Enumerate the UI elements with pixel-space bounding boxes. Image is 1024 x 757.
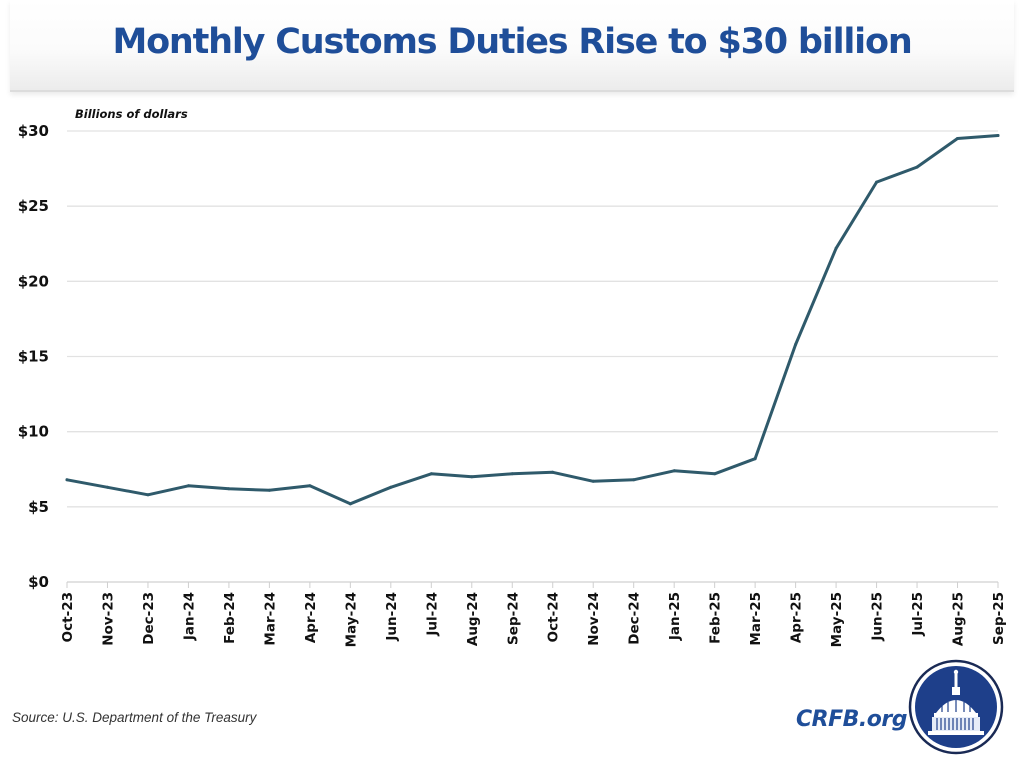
- y-tick-label: $15: [18, 348, 49, 366]
- data-point: [834, 246, 838, 250]
- x-tick-label: Dec-24: [627, 592, 643, 645]
- x-axis: [66, 581, 999, 588]
- data-point: [65, 478, 69, 482]
- data-point: [632, 478, 636, 482]
- x-tick-label: Mar-25: [748, 592, 764, 646]
- series-layer: [65, 134, 1000, 506]
- data-point: [308, 484, 312, 488]
- data-point: [713, 472, 717, 476]
- x-tick-label: Aug-24: [465, 592, 481, 646]
- x-tick-label: Oct-23: [60, 592, 76, 642]
- x-tick-label: May-25: [829, 592, 845, 647]
- data-point: [146, 493, 150, 497]
- y-tick-label: $25: [18, 197, 49, 215]
- data-point: [753, 457, 757, 461]
- x-tick-label: Apr-25: [789, 592, 805, 643]
- data-point: [794, 342, 798, 346]
- x-tick-label: Nov-23: [100, 592, 116, 646]
- data-point: [510, 472, 514, 476]
- x-axis-labels: Oct-23 Nov-23 Dec-23 Jan-24 Feb-24 Mar-24 Apr-…: [60, 592, 1007, 647]
- data-point: [267, 488, 271, 492]
- capitol-dome-seal-icon: [908, 659, 1004, 755]
- y-unit-label: Billions of dollars: [75, 107, 188, 121]
- y-tick-label: $5: [28, 498, 49, 516]
- y-tick-label: $0: [28, 573, 49, 591]
- data-point: [915, 165, 919, 169]
- x-tick-label: Sep-24: [505, 592, 521, 645]
- line-chart: $0 $5 $10 $15 $20 $25 $30 Oct-23 Nov-23 Dec-23 Ja…: [18, 107, 1007, 647]
- x-tick-label: Oct-24: [546, 592, 562, 642]
- data-point: [551, 470, 555, 474]
- data-point: [186, 484, 190, 488]
- data-point: [875, 180, 879, 184]
- x-tick-label: Jan-25: [667, 592, 683, 641]
- x-tick-label: May-24: [343, 592, 359, 647]
- title-banner: Monthly Customs Duties Rise to $30 billi…: [10, 0, 1014, 92]
- y-tick-label: $10: [18, 423, 49, 441]
- x-tick-label: Dec-23: [141, 592, 157, 645]
- data-point: [591, 479, 595, 483]
- x-tick-label: Feb-25: [708, 592, 724, 644]
- series-line: [65, 134, 1000, 506]
- x-tick-label: Apr-24: [303, 592, 319, 643]
- x-tick-label: Mar-24: [262, 592, 278, 646]
- data-point: [470, 475, 474, 479]
- x-tick-label: Jul-25: [910, 592, 926, 637]
- data-point: [105, 485, 109, 489]
- data-point: [227, 487, 231, 491]
- x-tick-label: Sep-25: [991, 592, 1007, 645]
- x-tick-label: Jun-25: [870, 592, 886, 642]
- data-point: [429, 472, 433, 476]
- x-tick-label: Jan-24: [181, 592, 197, 641]
- x-tick-label: Aug-25: [951, 592, 967, 646]
- data-point: [672, 469, 676, 473]
- data-point: [956, 137, 960, 141]
- data-point: [389, 485, 393, 489]
- brand-link[interactable]: CRFB.org: [796, 707, 907, 732]
- gridlines: [67, 130, 998, 508]
- x-tick-label: Feb-24: [222, 592, 238, 644]
- chart-title: Monthly Customs Duties Rise to $30 billi…: [112, 22, 912, 62]
- x-tick-label: Jul-24: [424, 592, 440, 637]
- y-tick-label: $30: [18, 122, 49, 140]
- source-note: Source: U.S. Department of the Treasury: [12, 710, 257, 725]
- y-axis-labels: $0 $5 $10 $15 $20 $25 $30: [18, 122, 49, 591]
- data-point: [996, 134, 1000, 138]
- data-point: [348, 502, 352, 506]
- x-tick-label: Nov-24: [586, 592, 602, 646]
- x-tick-label: Jun-24: [384, 592, 400, 642]
- y-tick-label: $20: [18, 272, 49, 290]
